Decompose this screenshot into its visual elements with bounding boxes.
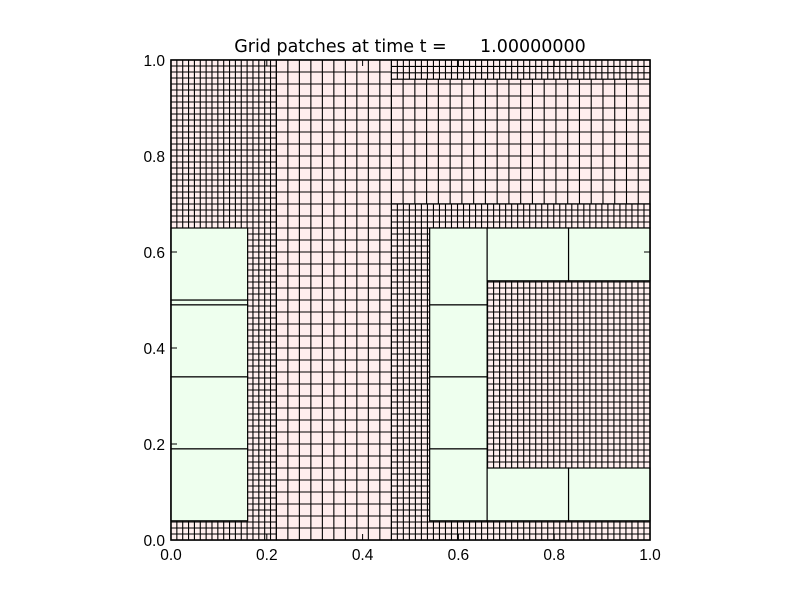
- y-tick-label: 0.6: [143, 245, 165, 262]
- x-tick-label: 0.6: [448, 547, 470, 564]
- grid-patch-2: [390, 59, 651, 205]
- grid-patch-15-outline: [486, 467, 570, 522]
- x-tick-label: 0.0: [160, 547, 182, 564]
- grid-patch-7-outline: [170, 376, 249, 450]
- grid-patch-3-cell-lines: [391, 60, 650, 80]
- grid-patch-13-outline: [429, 304, 488, 378]
- axes-border: [170, 59, 651, 541]
- grid-patch-5: [390, 203, 651, 229]
- grid-patch-18-outline: [567, 227, 651, 282]
- grid-patch-11-outline: [429, 448, 488, 522]
- grid-patch-6: [170, 448, 249, 522]
- grid-patch-10: [170, 227, 249, 301]
- y-tick-label: 0.4: [143, 341, 165, 358]
- grid-patch-17: [486, 227, 570, 282]
- x-tick-label: 1.0: [639, 547, 661, 564]
- grid-patch-2-cell-lines: [391, 60, 650, 204]
- x-tick-label: 0.4: [352, 547, 374, 564]
- grid-patch-10-outline: [170, 227, 249, 301]
- x-tick-label: 0.2: [256, 547, 278, 564]
- grid-patch-11: [429, 448, 488, 522]
- grid-patch-8: [170, 304, 249, 378]
- grid-patch-19-cell-lines: [276, 60, 392, 540]
- grid-patch-9: [170, 299, 249, 306]
- plot-area: [170, 59, 651, 541]
- axes-frame: [170, 59, 651, 541]
- grid-patch-18: [567, 227, 651, 282]
- grid-patch-17-outline: [486, 227, 570, 282]
- y-tick-label: 0.8: [143, 149, 165, 166]
- grid-patch-7: [170, 376, 249, 450]
- grid-patch-5-cell-lines: [391, 204, 650, 228]
- grid-patch-14-outline: [429, 227, 488, 306]
- x-axis: 0.0 0.2 0.4 0.6 0.8 1.0: [160, 60, 661, 564]
- y-tick-label: 0.2: [143, 437, 165, 454]
- grid-patch-3-outline: [390, 59, 651, 80]
- grid-patch-6-outline: [170, 448, 249, 522]
- grid-patch-16: [567, 467, 651, 522]
- grid-patch-14: [429, 227, 488, 306]
- grid-patch-8-outline: [170, 304, 249, 378]
- grid-patch-15: [486, 467, 570, 522]
- grid-patch-3: [390, 59, 651, 80]
- chart-title: Grid patches at time t = 1.00000000: [234, 37, 586, 57]
- y-tick-label: 1.0: [143, 53, 165, 70]
- grid-patch-12-outline: [429, 376, 488, 450]
- grid-patch-13: [429, 304, 488, 378]
- y-tick-label: 0.0: [143, 533, 165, 550]
- grid-patch-12: [429, 376, 488, 450]
- grid-patch-19: [275, 59, 392, 541]
- x-tick-label: 0.8: [543, 547, 565, 564]
- y-axis: 0.0 0.2 0.4 0.6 0.8 1.0: [143, 53, 650, 550]
- grid-patch-16-outline: [567, 467, 651, 522]
- grid-patch-9-outline: [170, 299, 249, 306]
